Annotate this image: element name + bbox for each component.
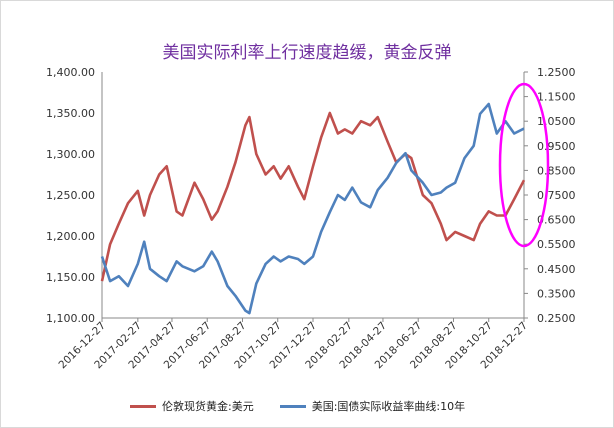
legend: 伦敦现货黄金:美元 美国:国债实际收益率曲线:10年 <box>130 398 550 414</box>
right-axis-ticks: 0.2500 0.3500 0.4500 0.5500 0.6500 0.7500 0.85… <box>524 66 576 325</box>
left-axis-tick-label: 1,200.00 <box>46 230 95 243</box>
legend-label-rate: 美国:国债实际收益率曲线:10年 <box>311 400 466 413</box>
left-axis-tick-label: 1,250.00 <box>46 189 95 202</box>
right-axis-tick-label: 0.2500 <box>537 312 576 325</box>
right-axis-tick-label: 0.3500 <box>537 287 576 300</box>
x-axis-ticks: 2016-12-272017-02-272017-04-272017-06-27… <box>56 318 530 371</box>
right-axis-tick-label: 1.2500 <box>537 66 576 79</box>
highlight-ellipse <box>498 82 550 248</box>
right-axis-tick-label: 1.1500 <box>537 91 576 104</box>
series-line-real-rate <box>100 102 525 315</box>
legend-swatch-gold <box>130 404 156 408</box>
right-axis-tick-label: 0.4500 <box>537 263 576 276</box>
right-axis-tick-label: 0.6500 <box>537 214 576 227</box>
series-line-gold <box>100 111 526 282</box>
left-axis-ticks: 1,100.00 1,150.00 1,200.00 1,250.00 1,300.00… <box>46 66 95 325</box>
left-axis-tick-label: 1,400.00 <box>46 66 95 79</box>
left-axis-tick-label: 1,350.00 <box>46 107 95 120</box>
right-axis-tick-label: 0.9500 <box>537 140 576 153</box>
legend-swatch-rate <box>279 404 306 408</box>
legend-item-gold: 伦敦现货黄金:美元 <box>130 398 254 414</box>
legend-item-rate: 美国:国债实际收益率曲线:10年 <box>279 398 466 414</box>
left-axis-tick-label: 1,300.00 <box>46 148 95 161</box>
legend-label-gold: 伦敦现货黄金:美元 <box>162 400 254 413</box>
right-axis-tick-label: 0.7500 <box>537 189 576 202</box>
left-axis-tick-label: 1,100.00 <box>46 312 95 325</box>
right-axis-tick-label: 0.8500 <box>537 164 576 177</box>
left-axis-tick-label: 1,150.00 <box>46 271 95 284</box>
right-axis-tick-label: 0.5500 <box>537 238 576 251</box>
right-axis-tick-label: 1.0500 <box>537 115 576 128</box>
series-group <box>100 102 526 315</box>
chart-title: 美国实际利率上行速度趋缓，黄金反弹 <box>162 43 452 63</box>
